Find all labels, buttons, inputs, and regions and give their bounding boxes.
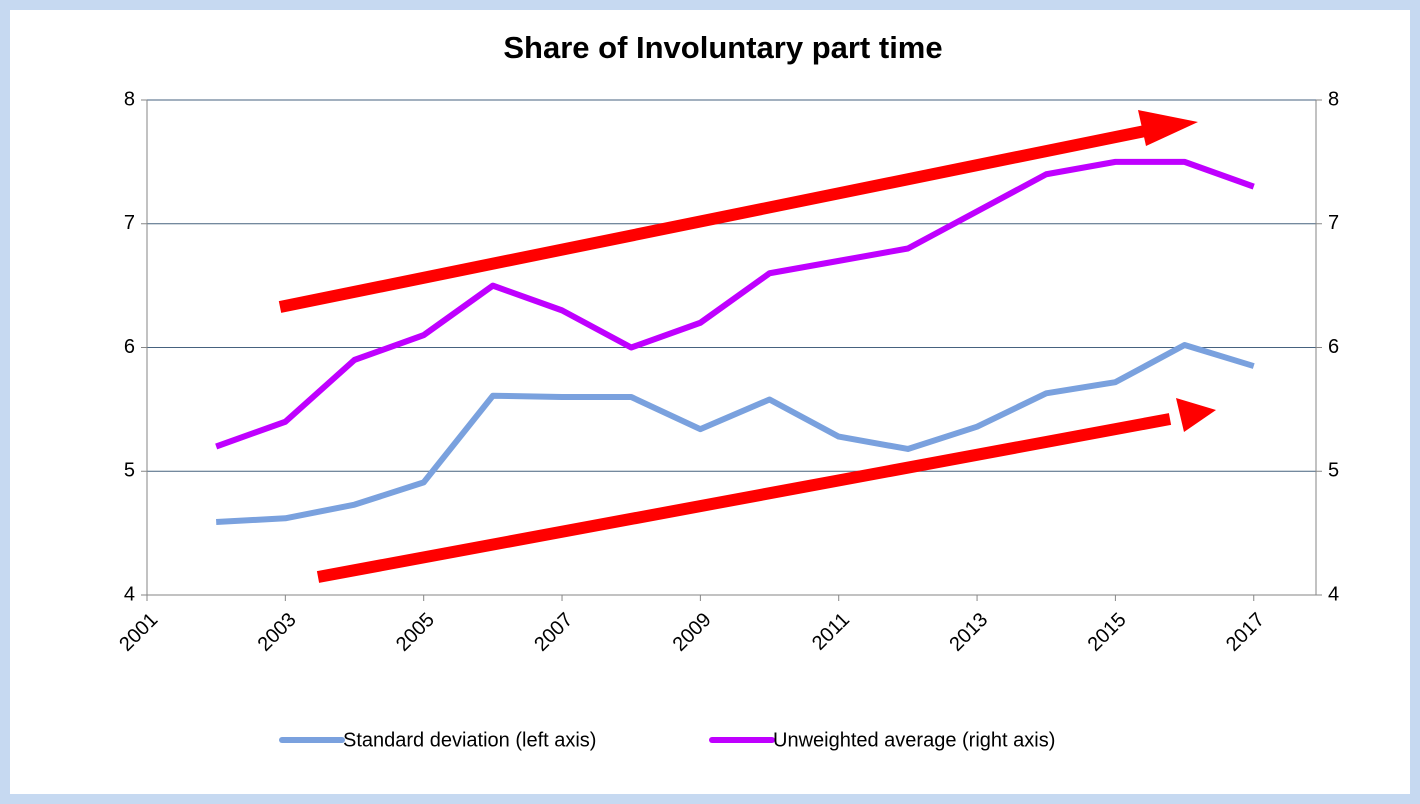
arrowhead-top (1138, 110, 1198, 146)
arrowhead-bottom (1176, 398, 1216, 432)
trend-arrow-top (278, 124, 1152, 313)
legend-label: Unweighted average (right axis) (773, 729, 1055, 751)
y2-tick-label: 5 (1328, 460, 1339, 482)
y2-tick-label: 4 (1328, 583, 1339, 605)
chart-title: Share of Involuntary part time (503, 30, 942, 65)
y2-tick-label: 8 (1328, 88, 1339, 110)
chart-area (10, 10, 1410, 794)
trend-arrows (278, 110, 1216, 583)
legend-label: Standard deviation (left axis) (343, 729, 596, 751)
y-tick-label: 4 (124, 583, 135, 605)
series-line (215, 158, 1255, 450)
trend-arrow-bottom (316, 413, 1172, 583)
y-tick-label: 5 (124, 460, 135, 482)
y2-tick-label: 7 (1328, 212, 1339, 234)
y2-tick-label: 6 (1328, 336, 1339, 358)
y-tick-label: 8 (124, 88, 135, 110)
series-line (216, 342, 1255, 525)
y-tick-label: 6 (124, 336, 135, 358)
y-tick-label: 7 (124, 212, 135, 234)
